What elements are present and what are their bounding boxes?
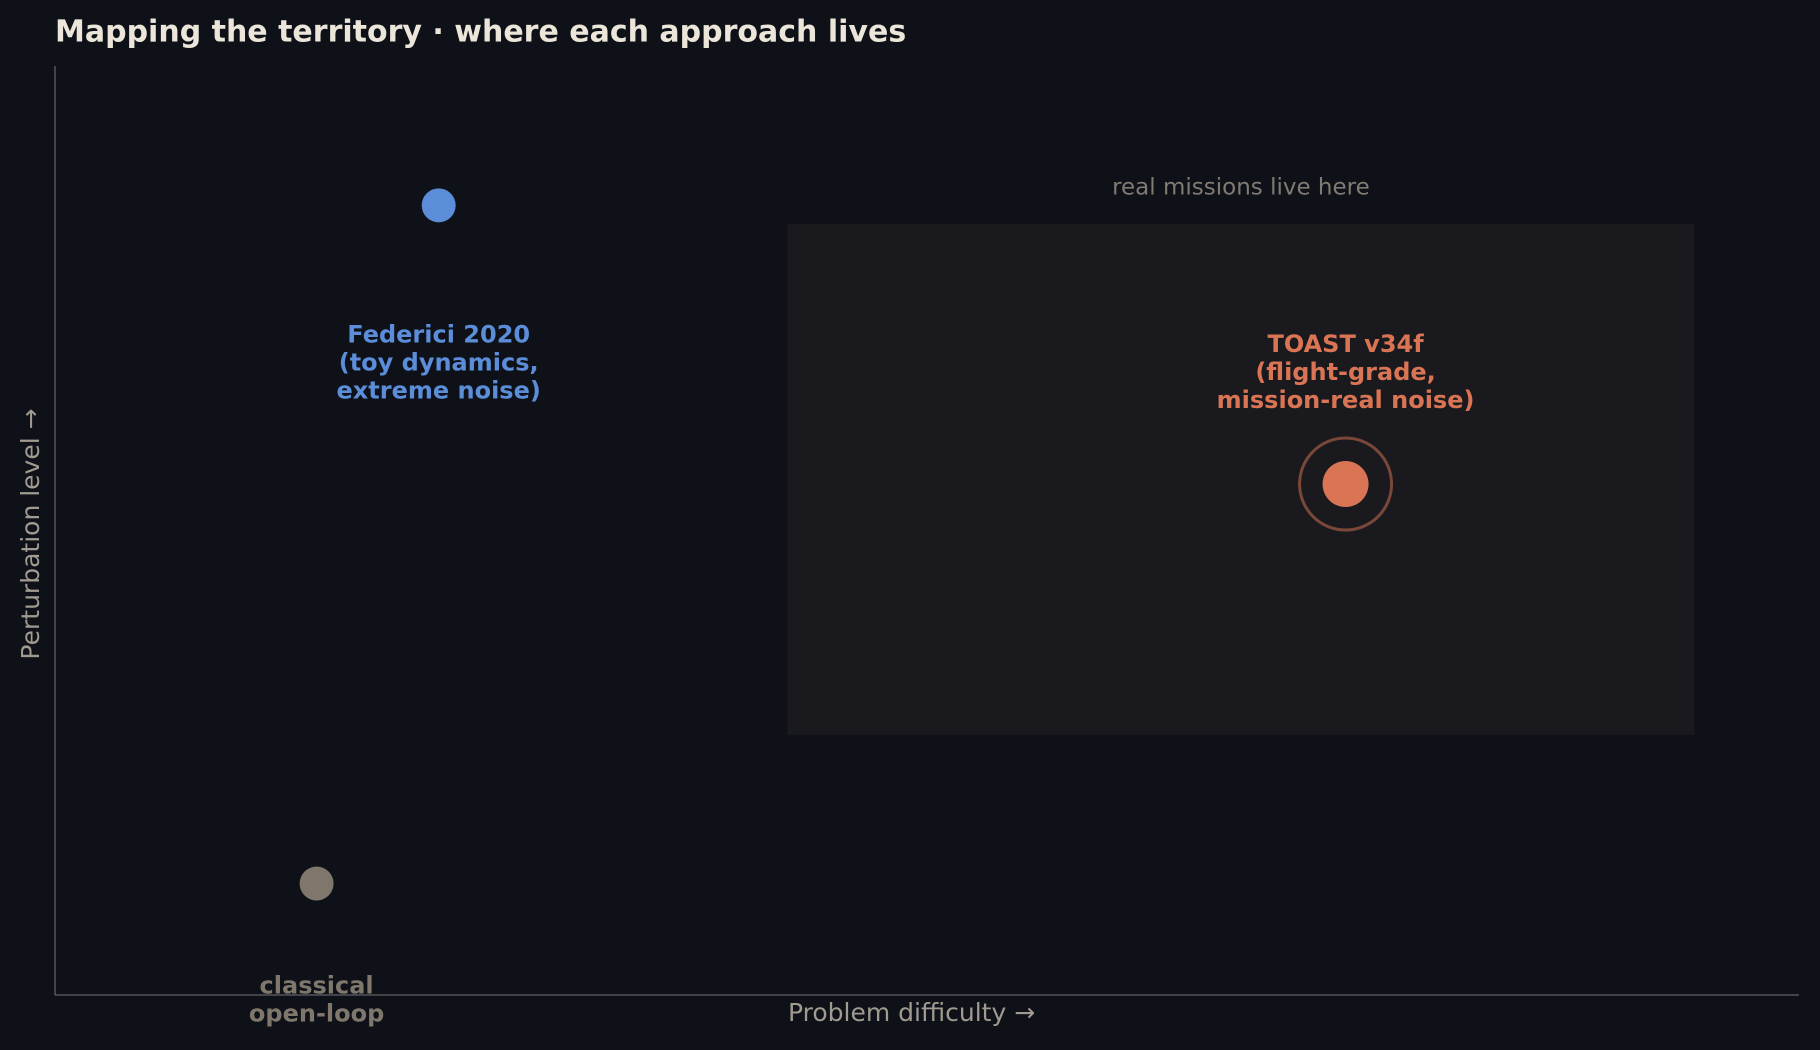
point bbox=[421, 188, 456, 223]
point-label: Federici 2020 bbox=[347, 320, 530, 348]
region bbox=[787, 223, 1695, 735]
point-label: TOAST v34f bbox=[1267, 330, 1424, 358]
highlight-ring bbox=[1298, 436, 1394, 532]
point-label: mission-real noise) bbox=[1217, 386, 1475, 414]
x-axis-label: Problem difficulty → bbox=[788, 998, 1035, 1027]
point-label: (toy dynamics, bbox=[339, 348, 539, 376]
point-label: (flight-grade, bbox=[1255, 358, 1435, 386]
y-axis-label: Perturbation level → bbox=[16, 408, 45, 659]
point bbox=[1322, 461, 1369, 508]
point-label: extreme noise) bbox=[337, 376, 541, 404]
point-label: open-loop bbox=[249, 1000, 384, 1028]
point-label: classical bbox=[260, 972, 374, 1000]
region-label: real missions live here bbox=[1112, 174, 1370, 200]
point bbox=[299, 866, 334, 901]
chart-title: Mapping the territory · where each appro… bbox=[55, 15, 906, 50]
